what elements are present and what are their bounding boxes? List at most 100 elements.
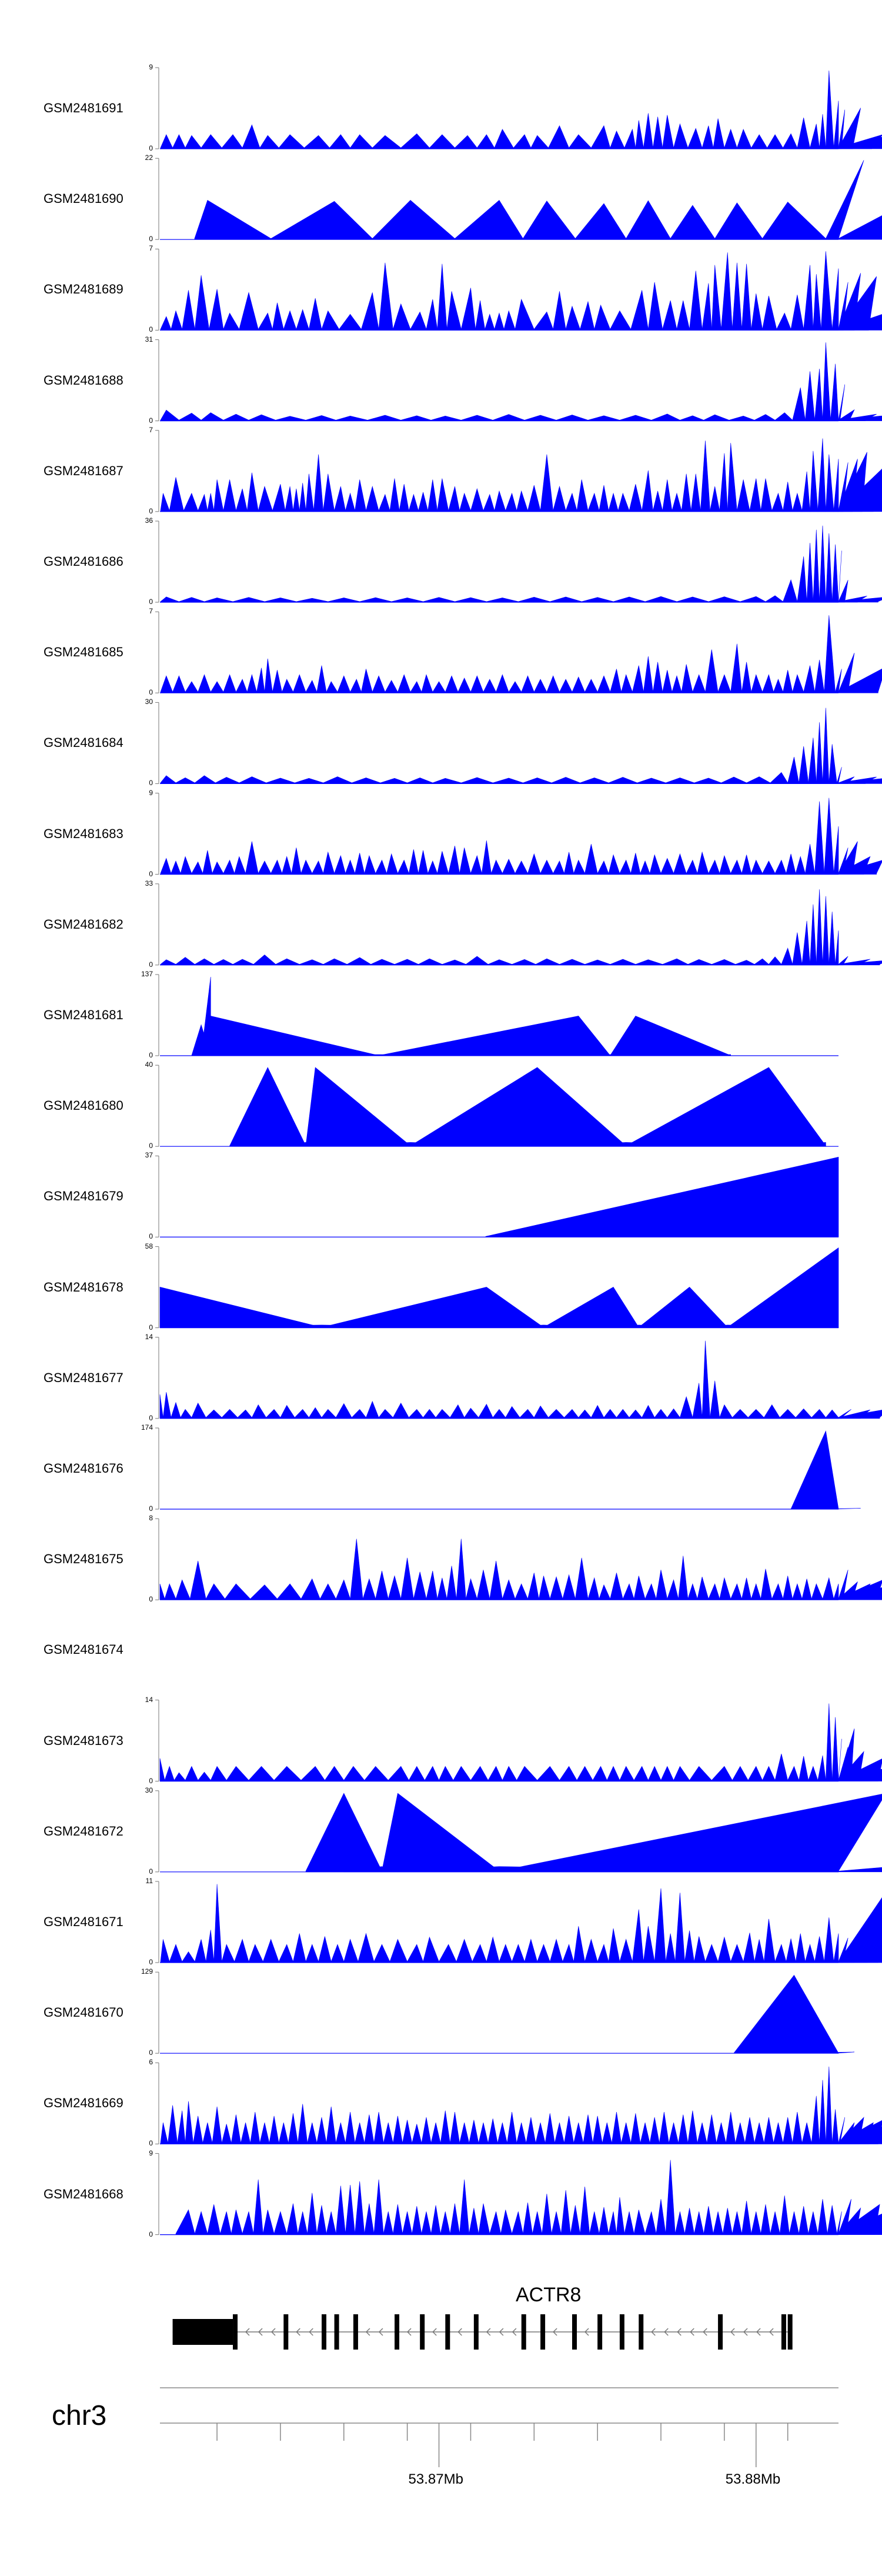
coverage-peak (708, 596, 741, 603)
coverage-peak (266, 1409, 281, 1419)
coverage-peak (483, 679, 496, 693)
coverage-peak (439, 1766, 454, 1781)
coverage-peak (316, 665, 327, 693)
coverage-peak (172, 134, 186, 149)
coverage-peak (453, 1766, 471, 1781)
coverage-peak (730, 1583, 742, 1600)
coverage-peak (808, 2211, 818, 2235)
coverage-peak (171, 1402, 181, 1419)
coverage-peak (594, 304, 610, 331)
coverage-peak (629, 484, 642, 512)
track-ymin-label: 0 (149, 869, 153, 878)
coverage-peak (502, 859, 516, 875)
coverage-peak (831, 268, 839, 331)
coverage-peak (246, 673, 257, 693)
coverage-peak (783, 579, 798, 603)
coverage-peak (770, 2211, 780, 2235)
coverage-peak (599, 2207, 609, 2235)
coverage-peak (689, 1766, 712, 1781)
coverage-peak (514, 298, 534, 331)
coverage-peak (252, 1404, 266, 1419)
coverage-peak (335, 415, 368, 421)
coverage-peak (838, 1867, 882, 1873)
coverage-peak (393, 303, 411, 331)
coverage-peak (527, 485, 541, 512)
coverage-peak (307, 2193, 318, 2235)
coverage-peak (799, 2206, 809, 2235)
coverage-peak (437, 263, 447, 331)
coverage-peak (523, 201, 576, 240)
coverage-peak (326, 2211, 336, 2235)
coverage-peak (838, 2213, 882, 2235)
coverage-peak (282, 856, 292, 875)
coverage-peak (355, 853, 365, 875)
coverage-peak (399, 484, 409, 512)
coverage-peak (717, 1936, 731, 1963)
coverage-peak (519, 1409, 534, 1419)
coverage-peak (687, 2110, 698, 2144)
coverage-peak (576, 479, 589, 512)
track-ymax-label: 30 (145, 698, 153, 706)
coverage-peak (470, 675, 484, 693)
track-ymin-label: 0 (149, 1232, 153, 1241)
coverage-peak (822, 708, 830, 784)
coverage-peak (838, 1769, 882, 1781)
coverage-peak (662, 300, 677, 331)
track-label: GSM2481669 (44, 2095, 123, 2111)
coverage-peak (643, 113, 653, 149)
coverage-peak (540, 859, 554, 875)
coverage-peak (378, 493, 390, 512)
coverage-peak (185, 2101, 193, 2144)
coverage-peak (713, 118, 725, 149)
coverage-peak (323, 958, 348, 966)
coverage-peak (833, 459, 839, 512)
coverage-peak (751, 674, 763, 693)
coverage-peak (821, 251, 833, 331)
coverage-peak (273, 1766, 302, 1781)
coverage-peak (346, 957, 371, 966)
coverage-peak (512, 1944, 525, 1963)
coverage-peak (502, 1766, 517, 1781)
track-ymin-label: 0 (149, 1142, 153, 1150)
coverage-peak (826, 1409, 839, 1419)
gene-utr-block (172, 2319, 233, 2345)
coverage-peak (587, 415, 620, 421)
coverage-peak (212, 2106, 222, 2144)
coverage-peak (321, 310, 340, 331)
coverage-peak (421, 2211, 432, 2235)
track-ymin-label: 0 (149, 960, 153, 969)
coverage-peak (764, 1918, 776, 1963)
coverage-peak (408, 1409, 423, 1419)
coverage-peak (623, 1583, 634, 1600)
coverage-peak (350, 679, 362, 693)
coverage-peak (183, 492, 199, 512)
coverage-peak (459, 847, 471, 875)
coverage-peak (259, 135, 279, 149)
coverage-peak (389, 478, 400, 512)
coverage-peak (743, 1933, 755, 1963)
coverage-peak (385, 680, 398, 693)
coverage-peak (253, 955, 276, 966)
coverage-peak (367, 415, 402, 421)
coverage-peak (298, 2104, 308, 2144)
coverage-peak (629, 1409, 642, 1419)
track-ymin-label: 0 (149, 1504, 153, 1513)
coverage-peak (548, 125, 569, 149)
coverage-peak (665, 2160, 676, 2235)
coverage-peak (421, 674, 433, 693)
coverage-peak (513, 134, 532, 149)
coverage-peak (373, 2179, 384, 2235)
coverage-peak (160, 857, 172, 875)
coverage-peak (326, 681, 338, 693)
coverage-peak (366, 485, 379, 512)
coverage-peak (632, 1909, 644, 1963)
coverage-peak (397, 674, 411, 693)
coverage-peak (530, 135, 549, 149)
coverage-peak (239, 292, 259, 331)
track-ymin-label: 0 (149, 1776, 153, 1785)
gene-exon (781, 2314, 786, 2350)
coverage-peak (393, 2204, 403, 2235)
coverage-peak (730, 1944, 744, 1963)
coverage-peak (660, 857, 674, 875)
